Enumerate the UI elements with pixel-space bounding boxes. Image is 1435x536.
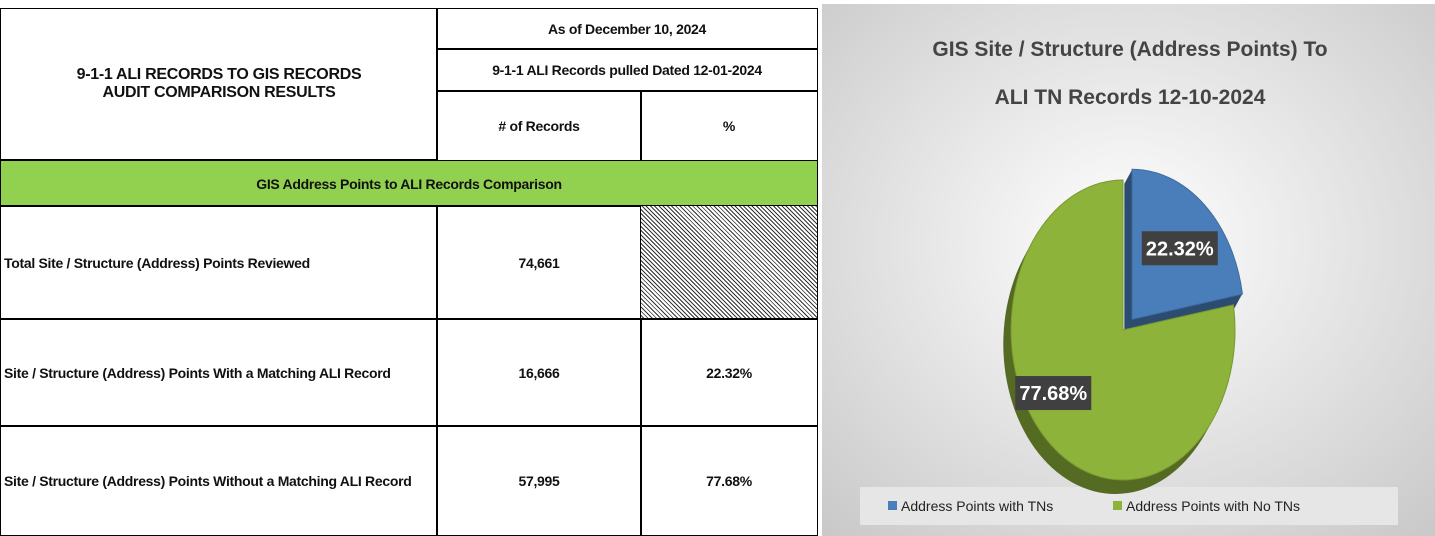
section-header: GIS Address Points to ALI Records Compar… <box>0 160 818 207</box>
row-records: 16,666 <box>436 318 642 427</box>
row-records: 57,995 <box>436 425 642 536</box>
legend-label: Address Points with TNs <box>901 498 1053 514</box>
data-label: 22.32% <box>1146 238 1214 260</box>
title-line: 9-1-1 ALI RECORDS TO GIS RECORDS <box>76 66 362 83</box>
chart-title: ALI TN Records 12-10-2024 <box>995 86 1266 109</box>
row-label: Total Site / Structure (Address) Points … <box>0 205 438 320</box>
chart-title: GIS Site / Structure (Address Points) To <box>932 38 1327 61</box>
row-label: Site / Structure (Address) Points Withou… <box>0 425 438 536</box>
row-percent: 22.32% <box>640 318 818 427</box>
data-label-box <box>1141 231 1218 266</box>
legend-label: Address Points with No TNs <box>1126 498 1300 514</box>
legend-box <box>860 487 1398 525</box>
row-percent: 77.68% <box>640 425 818 536</box>
data-label-box <box>1015 376 1092 411</box>
row-label: Site / Structure (Address) Points With a… <box>0 318 438 427</box>
column-header: % <box>640 90 818 162</box>
chart: GIS Site / Structure (Address Points) To… <box>822 4 1435 536</box>
table-title: 9-1-1 ALI RECORDS TO GIS RECORDS AUDIT C… <box>0 8 438 160</box>
pulled: 9-1-1 ALI Records pulled Dated 12-01-202… <box>436 48 818 92</box>
legend-swatch <box>888 501 897 510</box>
column-header: # of Records <box>436 90 642 162</box>
data-label: 77.68% <box>1019 383 1087 405</box>
as-of: As of December 10, 2024 <box>436 8 818 50</box>
legend-swatch <box>1113 501 1122 510</box>
title-line: AUDIT COMPARISON RESULTS <box>102 84 336 101</box>
row-records: 74,661 <box>436 205 642 320</box>
hatched-cell <box>640 205 818 320</box>
